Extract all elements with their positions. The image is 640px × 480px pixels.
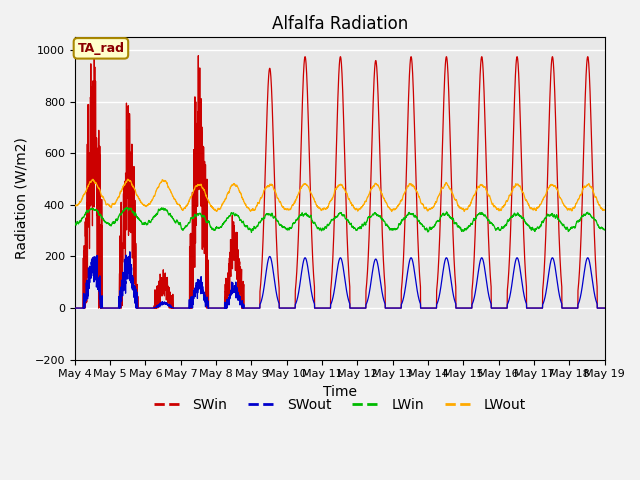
Y-axis label: Radiation (W/m2): Radiation (W/m2) xyxy=(15,138,29,259)
X-axis label: Time: Time xyxy=(323,385,356,399)
Legend: SWin, SWout, LWin, LWout: SWin, SWout, LWin, LWout xyxy=(148,392,531,417)
Text: TA_rad: TA_rad xyxy=(77,42,124,55)
Title: Alfalfa Radiation: Alfalfa Radiation xyxy=(271,15,408,33)
